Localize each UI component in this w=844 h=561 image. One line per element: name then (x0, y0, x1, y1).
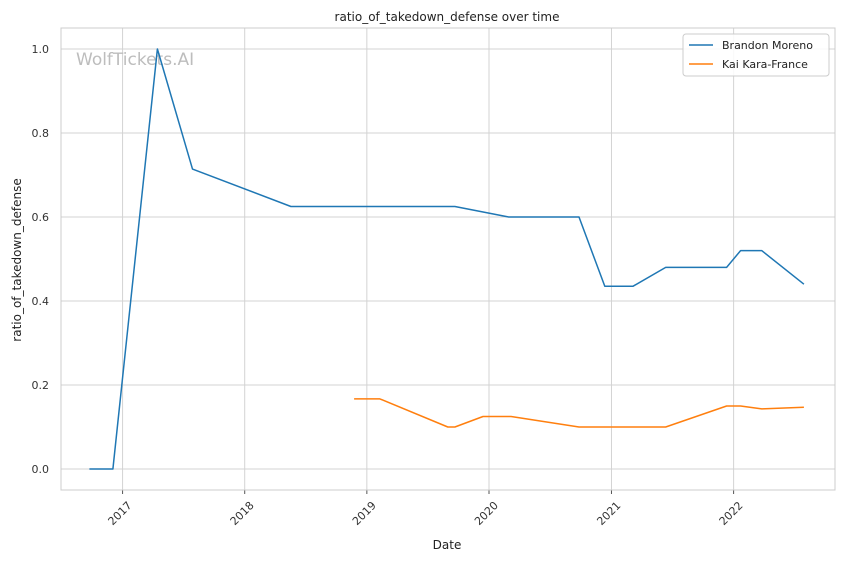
watermark: WolfTickets.AI (76, 50, 194, 70)
series-line-0 (89, 48, 805, 470)
series (89, 48, 805, 470)
legend-entry: Kai Kara-France (722, 58, 808, 71)
legend-box (682, 33, 830, 77)
plot-frame (60, 27, 836, 491)
y-tick-label: 0.2 (32, 379, 50, 392)
x-tick-label: 2021 (594, 499, 623, 528)
y-tick-label: 0.8 (32, 127, 50, 140)
x-tick-label: 2018 (228, 499, 257, 528)
y-tick-label: 0.4 (32, 295, 50, 308)
y-tick-label: 0.0 (32, 463, 50, 476)
x-tick-label: 2022 (717, 499, 746, 528)
y-tick-label: 1.0 (32, 43, 50, 56)
series-line-1 (354, 398, 804, 428)
y-axis-title: ratio_of_takedown_defense (10, 178, 24, 341)
legend-entry: Brandon Moreno (722, 39, 813, 52)
y-tick-label: 0.6 (32, 211, 50, 224)
x-axis-title: Date (433, 538, 462, 552)
chart-title: ratio_of_takedown_defense over time (335, 10, 560, 24)
legend: Brandon Moreno Kai Kara-France (682, 33, 830, 77)
x-tick-label: 2020 (472, 499, 501, 528)
x-tick-label: 2017 (106, 499, 135, 528)
grid (61, 28, 835, 490)
x-tick-label: 2019 (350, 499, 379, 528)
